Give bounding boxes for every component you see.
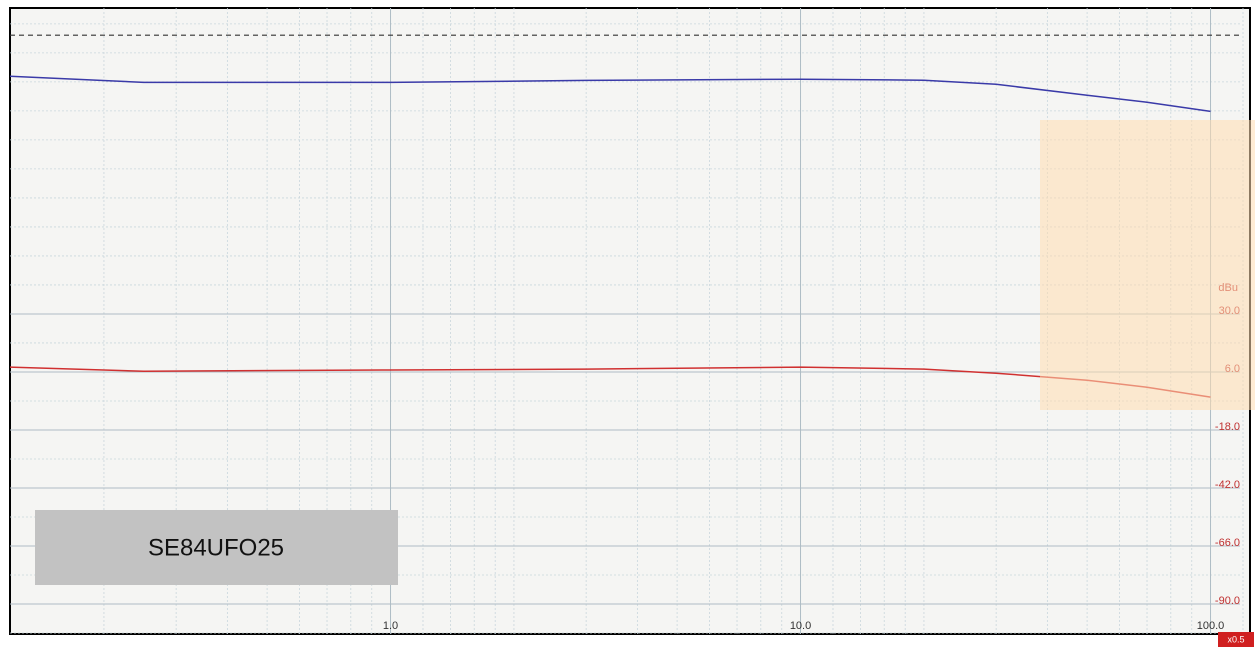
x-tick-label: 100.0 <box>1197 620 1225 632</box>
chart: 1.010.0100.030.06.0-18.0-42.0-66.0-90.0d… <box>0 0 1257 649</box>
y-tick-label: -66.0 <box>1215 537 1240 549</box>
x-tick-label: 1.0 <box>383 620 398 632</box>
scale-badge-text: x0.5 <box>1227 634 1244 644</box>
glare <box>1040 120 1255 410</box>
y-tick-label: -18.0 <box>1215 421 1240 433</box>
label-text: SE84UFO25 <box>148 534 284 561</box>
y-tick-label: -90.0 <box>1215 595 1240 607</box>
x-tick-label: 10.0 <box>790 620 811 632</box>
y-tick-label: -42.0 <box>1215 479 1240 491</box>
